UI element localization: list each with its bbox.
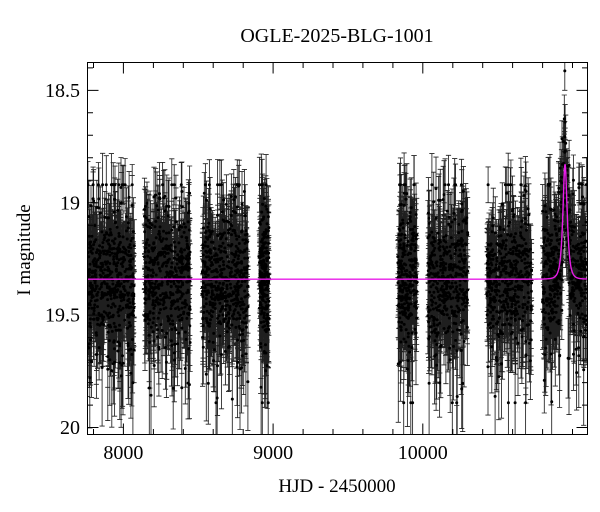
x-tick-label: 8000 <box>103 442 143 464</box>
plot-frame <box>87 62 588 435</box>
y-tick-label: 18.5 <box>45 80 80 102</box>
y-tick-label: 20 <box>60 417 80 439</box>
y-axis-title: I magnitude <box>14 204 35 295</box>
model-curve-layer <box>87 163 588 280</box>
x-axis-title: HJD - 2450000 <box>278 476 395 497</box>
tick-labels-layer: 8000 9000 10000 18.5 19 19.5 20 <box>45 80 448 464</box>
plot-title: OGLE-2025-BLG-1001 <box>240 25 433 47</box>
microlensing-model-curve <box>87 163 588 280</box>
x-tick-label: 9000 <box>253 442 293 464</box>
axis-ticks <box>87 62 588 435</box>
y-tick-label: 19 <box>60 192 80 214</box>
data-points <box>87 69 588 405</box>
y-tick-label: 19.5 <box>45 305 80 327</box>
photometry-data-layer <box>87 62 588 435</box>
axes-frame-layer <box>87 62 588 435</box>
x-tick-label: 10000 <box>398 442 448 464</box>
